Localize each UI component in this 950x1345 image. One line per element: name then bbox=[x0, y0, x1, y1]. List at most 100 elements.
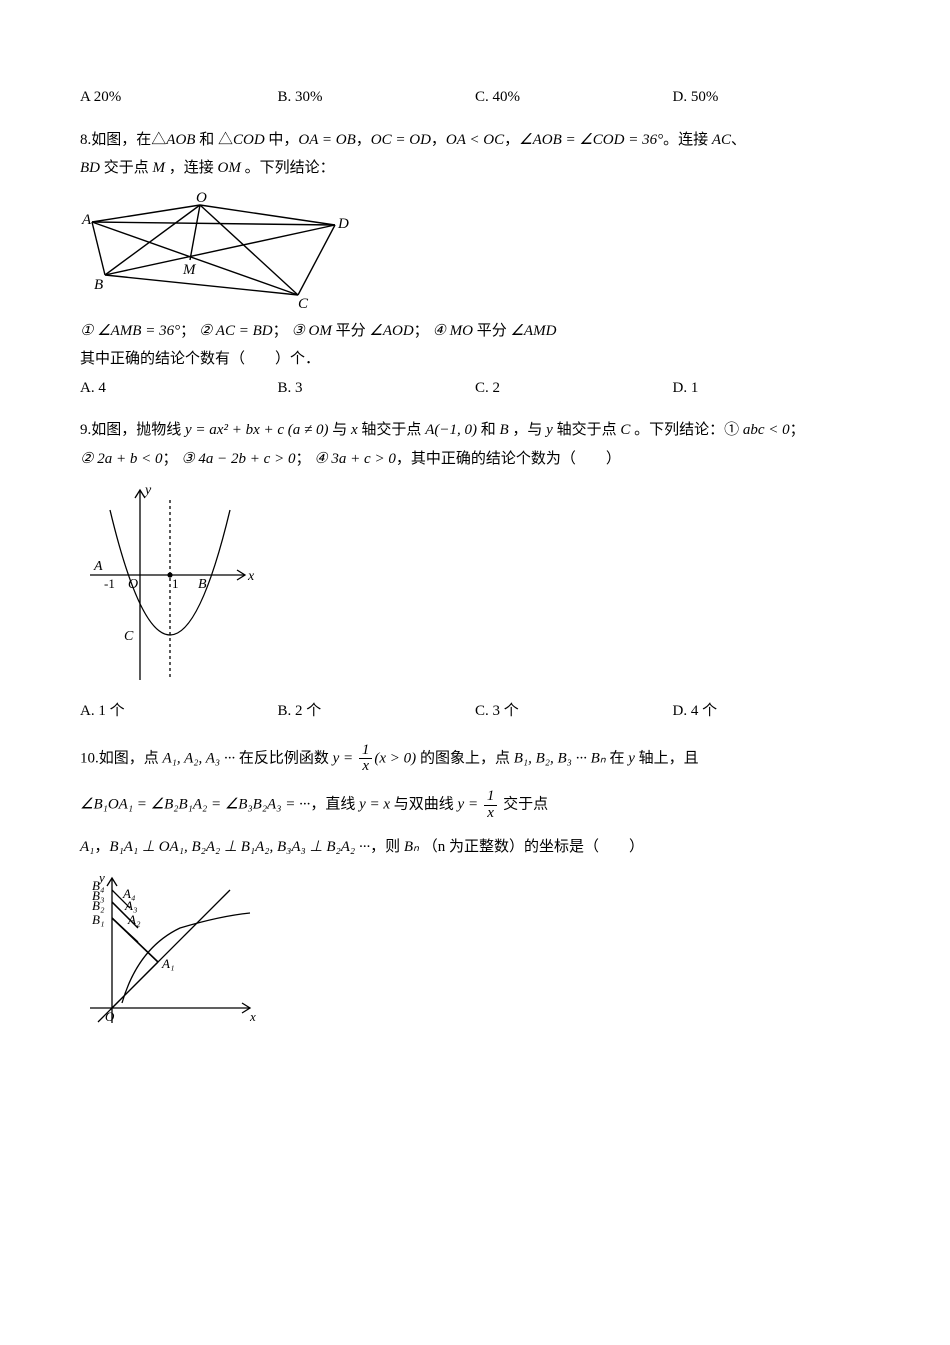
q10-figure: y x O B₁ B₂ B₃ B₄ A₁ A₂ A₃ A₄ bbox=[80, 868, 870, 1028]
q9-fig-A: A bbox=[93, 559, 103, 574]
q9-s2: ② 2a + b < 0 bbox=[80, 451, 162, 467]
q10-frac2: 1x bbox=[484, 789, 498, 822]
q10-fig-O: O bbox=[105, 1009, 115, 1024]
question-10: 10.如图，点 A₁, A₂, A₃ ··· 在反比例函数 y = 1x(x >… bbox=[80, 743, 870, 1029]
q8-aob: AOB bbox=[166, 132, 195, 148]
q7-opt-b[interactable]: B. 30% bbox=[278, 86, 476, 109]
q10-l3b: ， bbox=[94, 839, 109, 855]
q10-t1e: 轴上，且 bbox=[635, 750, 699, 766]
q8-s2: ② AC = BD bbox=[199, 323, 273, 339]
q10-t1c: 的图象上，点 bbox=[416, 750, 514, 766]
q8-ac: AC bbox=[712, 132, 731, 148]
q10-Bn: Bₙ bbox=[404, 839, 419, 855]
q8-line4: 其中正确的结论个数有（ ）个． bbox=[80, 348, 870, 371]
q8-line1: 8.如图，在△AOB 和 △COD 中，OA = OB，OC = OD，OA <… bbox=[80, 129, 870, 152]
q8-fig-D: D bbox=[337, 216, 349, 232]
q10-frac2-den: x bbox=[484, 805, 498, 822]
q9-s3: ③ 4a − 2b + c > 0 bbox=[181, 451, 295, 467]
q9-expr: y = ax² + bx + c (a ≠ 0) bbox=[185, 422, 328, 438]
q8-bd: BD bbox=[80, 160, 100, 176]
q9-semi3: ； bbox=[295, 451, 310, 467]
q10-eqy: y = bbox=[333, 750, 357, 766]
q9-fig-B: B bbox=[198, 577, 207, 592]
q10-t1b: 在反比例函数 bbox=[235, 750, 333, 766]
q9-semi2: ； bbox=[162, 451, 177, 467]
q9-t1e: ，与 bbox=[509, 422, 547, 438]
q8-s4a: ④ MO bbox=[432, 323, 473, 339]
q8-number: 8. bbox=[80, 132, 91, 148]
q8-s4c: ∠AMD bbox=[510, 323, 556, 339]
q8-ss2: ； bbox=[273, 323, 288, 339]
q10-t1a: 如图，点 bbox=[99, 750, 163, 766]
q8-sep1: ， bbox=[356, 132, 371, 148]
q9-s4: ④ 3a + c > 0 bbox=[314, 451, 396, 467]
q9-y: y bbox=[546, 422, 553, 438]
q9-x: x bbox=[351, 422, 358, 438]
q9-options: A. 1 个 B. 2 个 C. 3 个 D. 4 个 bbox=[80, 700, 870, 723]
q8-s3b: 平分 bbox=[332, 323, 370, 339]
q7-options: A 20% B. 30% C. 40% D. 50% bbox=[80, 86, 870, 109]
q10-line1: 10.如图，点 A₁, A₂, A₃ ··· 在反比例函数 y = 1x(x >… bbox=[80, 743, 870, 776]
q9-s1: abc < 0 bbox=[743, 422, 790, 438]
q9-line2: ② 2a + b < 0； ③ 4a − 2b + c > 0； ④ 3a + … bbox=[80, 448, 870, 471]
q10-fig-B1: B₁ bbox=[92, 912, 104, 927]
q8-line3: ① ∠AMB = 36°； ② AC = BD； ③ OM 平分 ∠AOD； ④… bbox=[80, 320, 870, 343]
q8-cod: COD bbox=[233, 132, 265, 148]
q7-opt-c[interactable]: C. 40% bbox=[475, 86, 673, 109]
q8-opt-c[interactable]: C. 2 bbox=[475, 377, 673, 400]
q10-fig-A2: A₂ bbox=[127, 912, 141, 927]
q8-m: M bbox=[153, 160, 166, 176]
q10-l2a: ∠B₁OA₁ = ∠B₂B₁A₂ = ∠B₃B₂A₃ = ··· bbox=[80, 797, 310, 813]
q9-opt-b[interactable]: B. 2 个 bbox=[278, 700, 476, 723]
q8-fig-B: B bbox=[94, 277, 103, 293]
q8-eq1: OA = OB bbox=[298, 132, 355, 148]
q10-eqy2: y = bbox=[458, 797, 482, 813]
q10-l2b: ，直线 bbox=[310, 797, 359, 813]
q8-l2d: ，连接 bbox=[165, 160, 218, 176]
question-9: 9.如图，抛物线 y = ax² + bx + c (a ≠ 0) 与 x 轴交… bbox=[80, 419, 870, 723]
q10-l3d: （n 为正整数）的坐标是（ ） bbox=[419, 839, 644, 855]
q10-eqyx: y = x bbox=[359, 797, 390, 813]
q8-s3c: ∠AOD bbox=[369, 323, 413, 339]
q9-opt-d[interactable]: D. 4 个 bbox=[673, 700, 871, 723]
q8-sep2: ， bbox=[431, 132, 446, 148]
q9-fig-neg1: -1 bbox=[104, 576, 115, 591]
q10-fig-B4: B₄ bbox=[92, 878, 105, 893]
q10-l3c: ，则 bbox=[370, 839, 404, 855]
q8-figure: O A B D C M bbox=[80, 190, 870, 310]
q8-s3a: ③ OM bbox=[291, 323, 332, 339]
q10-frac1-den: x bbox=[359, 758, 373, 775]
q10-l3a: A₁ bbox=[80, 839, 94, 855]
q9-fig-C: C bbox=[124, 629, 134, 644]
q10-frac2-num: 1 bbox=[484, 789, 498, 805]
q7-opt-a[interactable]: A 20% bbox=[80, 86, 278, 109]
q9-opt-a[interactable]: A. 1 个 bbox=[80, 700, 278, 723]
q9-tail: ，其中正确的结论个数为（ ） bbox=[396, 451, 621, 467]
q8-tail2: 、 bbox=[731, 132, 746, 148]
q8-opt-b[interactable]: B. 3 bbox=[278, 377, 476, 400]
q9-fig-O: O bbox=[128, 577, 138, 592]
q10-frac1: 1x bbox=[359, 743, 373, 776]
q8-ang: ∠AOB = ∠COD = 36° bbox=[519, 132, 663, 148]
q8-opt-a[interactable]: A. 4 bbox=[80, 377, 278, 400]
q9-t1d: 和 bbox=[477, 422, 500, 438]
q10-ptsa: A₁, A₂, A₃ ··· bbox=[163, 750, 236, 766]
q9-opt-c[interactable]: C. 3 个 bbox=[475, 700, 673, 723]
q8-fig-O: O bbox=[196, 190, 207, 206]
q7-opt-d[interactable]: D. 50% bbox=[673, 86, 871, 109]
q10-fig-A1: A₁ bbox=[161, 956, 174, 971]
q10-y: y bbox=[628, 750, 635, 766]
q8-opt-d[interactable]: D. 1 bbox=[673, 377, 871, 400]
q10-fig-x: x bbox=[249, 1009, 256, 1024]
q9-t1a: 如图，抛物线 bbox=[91, 422, 185, 438]
q9-semi1: ； bbox=[790, 422, 805, 438]
q10-l2d: 交于点 bbox=[499, 797, 548, 813]
q9-fig-x: x bbox=[247, 569, 255, 584]
q9-t1b: 与 bbox=[328, 422, 351, 438]
q10-perp: B₁A₁ ⊥ OA₁, B₂A₂ ⊥ B₁A₂, B₃A₃ ⊥ B₂A₂ ··· bbox=[109, 839, 370, 855]
q9-t1c: 轴交于点 bbox=[358, 422, 426, 438]
q8-tri1: △ bbox=[151, 132, 166, 148]
q8-fig-A: A bbox=[81, 212, 92, 228]
q10-line3: A₁，B₁A₁ ⊥ OA₁, B₂A₂ ⊥ B₁A₂, B₃A₃ ⊥ B₂A₂ … bbox=[80, 836, 870, 859]
q8-and: 和 bbox=[195, 132, 218, 148]
